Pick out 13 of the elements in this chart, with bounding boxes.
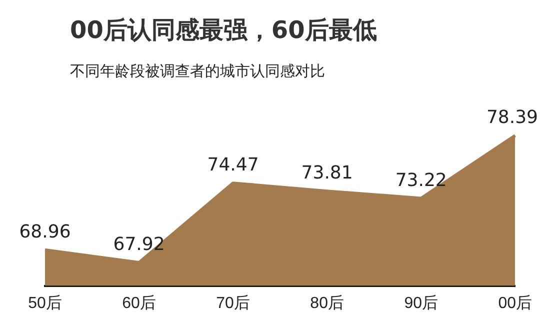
- data-label: 73.22: [395, 170, 447, 191]
- chart-subtitle: 不同年龄段被调查者的城市认同感对比: [70, 62, 325, 81]
- x-tick-label: 80后: [310, 294, 344, 312]
- data-label: 78.39: [486, 107, 538, 128]
- x-tick-label: 70后: [216, 294, 250, 312]
- x-tick-label: 00后: [498, 294, 532, 312]
- x-tick-label: 90后: [404, 294, 438, 312]
- data-label: 68.96: [19, 222, 71, 243]
- data-label: 73.81: [301, 162, 353, 184]
- x-tick-label: 50后: [28, 294, 62, 312]
- chart-title: 00后认同感最强，60后最低: [70, 15, 377, 46]
- x-tick-label: 60后: [122, 294, 156, 312]
- data-label: 74.47: [207, 154, 259, 176]
